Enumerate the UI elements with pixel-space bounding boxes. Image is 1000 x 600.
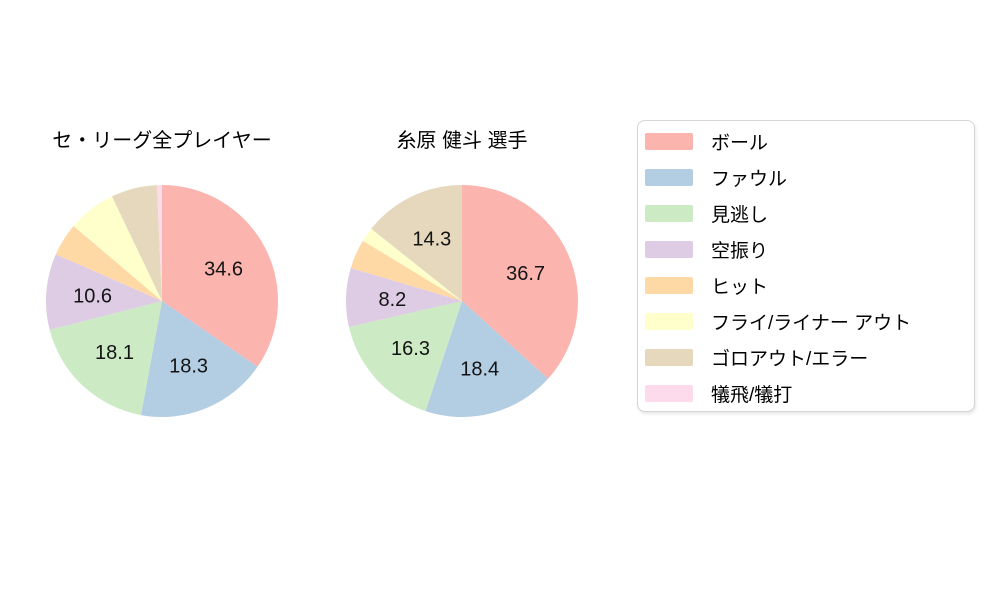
legend-item-label: ゴロアウト/エラー xyxy=(711,348,869,370)
pie-value-label: 18.4 xyxy=(460,358,499,380)
pie-slice xyxy=(111,185,162,301)
pie-value-label: 8.2 xyxy=(378,289,406,311)
pie-slice xyxy=(348,301,462,412)
pie-slice xyxy=(350,240,462,301)
legend-item: ファウル xyxy=(638,159,974,195)
legend-item: 空振り xyxy=(638,231,974,267)
pie-slice xyxy=(49,301,162,416)
pie-slice xyxy=(73,196,162,301)
pie-slice xyxy=(371,185,462,301)
pie-slice xyxy=(162,185,278,367)
pie-slice xyxy=(362,228,462,301)
legend-swatch xyxy=(645,168,693,186)
pie-slice xyxy=(45,254,162,330)
legend-item: ヒット xyxy=(638,267,974,303)
legend-item-label: 空振り xyxy=(711,240,769,262)
legend-swatch xyxy=(645,240,693,258)
pie-chart-right: 36.7 18.4 16.3 8.2 14.3 xyxy=(345,185,578,418)
legend-item-label: フライ/ライナー アウト xyxy=(711,312,912,334)
legend-item: フライ/ライナー アウト xyxy=(638,303,974,339)
legend-item: 見逃し xyxy=(638,195,974,231)
pie-slice xyxy=(156,184,162,301)
legend-item-label: ファウル xyxy=(711,168,788,190)
pie-slice xyxy=(345,267,462,328)
chart-title-right: 糸原 健斗 選手 xyxy=(396,130,528,152)
legend-swatch xyxy=(645,276,693,294)
pie-slice xyxy=(140,301,258,417)
legend-swatch xyxy=(645,384,693,402)
legend-item-label: ヒット xyxy=(711,276,769,298)
legend: ボールファウル見逃し空振りヒットフライ/ライナー アウト ゴロアウト/エラー 犠飛/… xyxy=(637,120,975,412)
legend-item: ゴロアウト/エラー xyxy=(638,339,974,375)
pie-value-label: 14.3 xyxy=(412,228,451,250)
pie-value-label: 36.7 xyxy=(506,263,545,285)
pie-value-label: 34.6 xyxy=(204,259,243,281)
legend-item-label: 見逃し xyxy=(711,204,769,226)
pie-value-label: 18.1 xyxy=(95,342,134,364)
pie-value-label: 10.6 xyxy=(73,285,112,307)
pie-slice xyxy=(462,185,578,379)
pie-slice xyxy=(425,301,549,418)
legend-item-label: 犠飛/犠打 xyxy=(711,384,793,406)
legend-swatch xyxy=(645,204,693,222)
pie-value-label: 16.3 xyxy=(391,338,430,360)
legend-swatch xyxy=(645,312,693,330)
chart-title-left: セ・リーグ全プレイヤー xyxy=(52,130,272,152)
pie-slice xyxy=(55,225,162,301)
pie-value-label: 18.3 xyxy=(169,355,208,377)
legend-swatch xyxy=(645,132,693,150)
pie-chart-left: 34.6 18.3 18.1 10.6 xyxy=(45,184,278,417)
legend-item: ボール xyxy=(638,123,974,159)
legend-swatch xyxy=(645,348,693,366)
legend-item: 犠飛/犠打 xyxy=(638,375,974,411)
legend-item-label: ボール xyxy=(711,132,769,154)
